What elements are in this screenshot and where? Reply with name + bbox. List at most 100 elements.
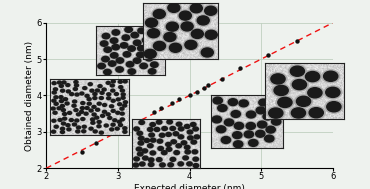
Circle shape xyxy=(123,80,128,83)
Circle shape xyxy=(120,43,128,48)
Circle shape xyxy=(137,131,142,135)
Circle shape xyxy=(187,162,192,166)
Circle shape xyxy=(61,122,66,125)
Circle shape xyxy=(324,71,338,81)
Circle shape xyxy=(144,55,154,62)
Point xyxy=(169,101,175,104)
Circle shape xyxy=(216,104,228,112)
Circle shape xyxy=(85,107,89,109)
Circle shape xyxy=(228,99,238,106)
Circle shape xyxy=(66,84,70,87)
Circle shape xyxy=(74,108,78,112)
Circle shape xyxy=(110,89,115,92)
Circle shape xyxy=(122,126,127,130)
Circle shape xyxy=(124,101,127,104)
Circle shape xyxy=(80,106,85,110)
Circle shape xyxy=(110,84,115,87)
Circle shape xyxy=(76,130,80,133)
Circle shape xyxy=(59,96,63,98)
Circle shape xyxy=(76,113,81,116)
Circle shape xyxy=(137,147,142,151)
Circle shape xyxy=(137,131,143,136)
Circle shape xyxy=(181,141,187,145)
Circle shape xyxy=(154,127,160,132)
Circle shape xyxy=(126,62,134,67)
Circle shape xyxy=(117,120,122,124)
Circle shape xyxy=(74,119,79,122)
Circle shape xyxy=(181,140,187,145)
Circle shape xyxy=(178,134,184,139)
Circle shape xyxy=(148,69,156,74)
Circle shape xyxy=(104,47,111,52)
Circle shape xyxy=(61,122,65,125)
Circle shape xyxy=(104,124,108,127)
Circle shape xyxy=(211,115,223,124)
Circle shape xyxy=(187,135,194,140)
Circle shape xyxy=(103,46,112,53)
Circle shape xyxy=(115,127,119,130)
Circle shape xyxy=(178,126,185,131)
Circle shape xyxy=(187,130,193,134)
Circle shape xyxy=(116,111,120,114)
Circle shape xyxy=(91,118,95,121)
Circle shape xyxy=(159,133,165,138)
Circle shape xyxy=(112,119,117,122)
Circle shape xyxy=(191,29,204,38)
Circle shape xyxy=(85,106,90,110)
Circle shape xyxy=(145,56,153,61)
Circle shape xyxy=(162,31,178,43)
Circle shape xyxy=(185,150,191,154)
Circle shape xyxy=(176,122,182,126)
Circle shape xyxy=(51,107,56,110)
Circle shape xyxy=(69,118,74,122)
Circle shape xyxy=(156,120,162,125)
Circle shape xyxy=(73,100,77,103)
Circle shape xyxy=(162,127,167,130)
Circle shape xyxy=(192,126,199,131)
Circle shape xyxy=(231,111,240,117)
Circle shape xyxy=(73,123,77,126)
Circle shape xyxy=(91,121,95,124)
Circle shape xyxy=(117,102,122,106)
Circle shape xyxy=(220,136,232,144)
Circle shape xyxy=(196,15,211,26)
Circle shape xyxy=(101,56,110,63)
Circle shape xyxy=(120,118,124,121)
Circle shape xyxy=(148,157,155,162)
Circle shape xyxy=(97,63,106,69)
Circle shape xyxy=(170,139,177,144)
Circle shape xyxy=(272,84,290,97)
Circle shape xyxy=(192,150,198,154)
Circle shape xyxy=(181,22,193,31)
Circle shape xyxy=(154,41,165,50)
Circle shape xyxy=(133,58,141,63)
Circle shape xyxy=(102,57,109,62)
Circle shape xyxy=(325,100,343,113)
Circle shape xyxy=(102,110,107,113)
Circle shape xyxy=(111,99,116,103)
Circle shape xyxy=(146,28,161,39)
Circle shape xyxy=(153,9,165,19)
Circle shape xyxy=(72,100,77,103)
Circle shape xyxy=(66,90,71,93)
Circle shape xyxy=(138,28,145,33)
Circle shape xyxy=(166,22,178,31)
Point xyxy=(294,39,300,42)
Circle shape xyxy=(212,116,222,123)
Circle shape xyxy=(87,97,92,101)
Circle shape xyxy=(102,88,106,91)
Circle shape xyxy=(136,147,142,152)
Circle shape xyxy=(51,130,56,133)
Circle shape xyxy=(57,81,62,84)
Circle shape xyxy=(170,126,175,130)
Circle shape xyxy=(90,89,94,92)
Circle shape xyxy=(150,47,158,52)
Circle shape xyxy=(82,125,86,128)
Circle shape xyxy=(110,105,114,108)
Circle shape xyxy=(139,162,146,167)
Circle shape xyxy=(60,89,65,92)
Circle shape xyxy=(182,155,189,160)
Circle shape xyxy=(74,84,78,87)
Circle shape xyxy=(256,107,265,114)
Circle shape xyxy=(81,129,86,133)
